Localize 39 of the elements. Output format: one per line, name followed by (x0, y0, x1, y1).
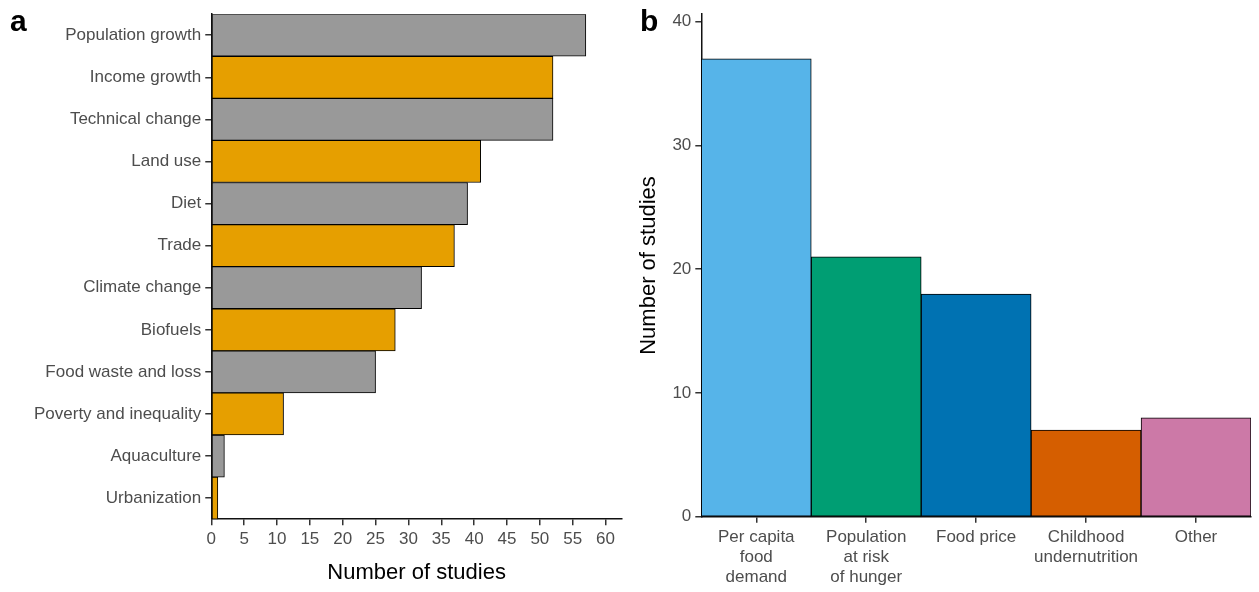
x-tick-label: 0 (206, 529, 216, 549)
y-tick-label: Trade (157, 235, 202, 255)
chart-title: b (640, 4, 659, 38)
y-tick-label: 40 (672, 11, 692, 31)
x-tick-label: 45 (497, 529, 517, 549)
y-tick-label: Biofuels (140, 319, 202, 339)
x-tick-label: 15 (300, 529, 320, 549)
y-tick-label: Diet (171, 193, 202, 213)
y-tick-label: 30 (672, 135, 692, 155)
x-tick-label: 30 (398, 529, 418, 549)
x-tick-label: 55 (563, 529, 583, 549)
x-tick-label: 50 (530, 529, 550, 549)
chart-title: a (10, 4, 27, 38)
y-tick-label: Land use (131, 151, 202, 171)
y-tick-label: Technical change (69, 109, 202, 129)
y-tick-label: 20 (672, 258, 692, 278)
y-tick-label: Food waste and loss (45, 361, 202, 381)
y-tick-label: 0 (681, 506, 692, 526)
x-tick-label: 25 (366, 529, 386, 549)
x-tick-label: 10 (267, 529, 287, 549)
x-tick-label: Food price (935, 526, 1017, 546)
x-tick-label: Population at risk of hunger (826, 526, 907, 587)
y-tick-label: Climate change (83, 277, 202, 297)
y-axis-title: Number of studies (635, 176, 661, 355)
x-tick-label: Per capita food demand (718, 526, 796, 587)
y-tick-label: Population growth (65, 24, 202, 44)
x-tick-label: Other (1174, 526, 1218, 546)
x-tick-label: 20 (333, 529, 353, 549)
x-tick-label: 60 (596, 529, 616, 549)
x-tick-label: 40 (464, 529, 484, 549)
y-tick-label: 10 (672, 382, 692, 402)
y-tick-label: Urbanization (105, 487, 202, 507)
y-tick-label: Income growth (89, 67, 202, 87)
x-tick-label: 35 (431, 529, 451, 549)
x-tick-label: Childhood undernutrition (1034, 526, 1139, 567)
y-tick-label: Aquaculture (110, 445, 202, 465)
x-tick-label: 5 (239, 529, 249, 549)
x-axis-title: Number of studies (327, 558, 506, 584)
y-tick-label: Poverty and inequality (33, 403, 202, 423)
